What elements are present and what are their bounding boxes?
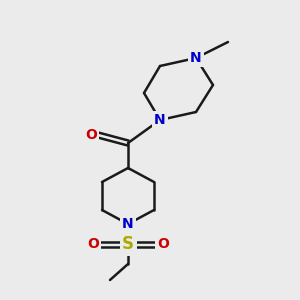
Text: N: N: [122, 217, 134, 231]
Text: N: N: [154, 113, 166, 127]
Text: N: N: [190, 51, 202, 65]
Text: O: O: [157, 237, 169, 251]
Text: S: S: [122, 235, 134, 253]
Text: O: O: [85, 128, 97, 142]
Text: O: O: [87, 237, 99, 251]
